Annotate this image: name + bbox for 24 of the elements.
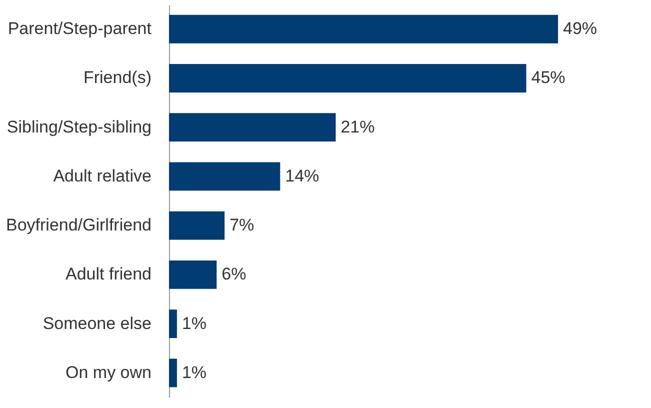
y-tick-label: Friend(s) bbox=[83, 68, 152, 88]
y-tick-label: Boyfriend/Girlfriend bbox=[6, 216, 152, 235]
bar bbox=[169, 211, 225, 240]
y-tick-label: Someone else bbox=[42, 314, 152, 333]
data-label: 45% bbox=[531, 68, 566, 88]
data-label: 14% bbox=[285, 166, 320, 186]
bar bbox=[169, 310, 177, 338]
y-tick-label: Parent/Step-parent bbox=[8, 19, 152, 38]
data-label: 1% bbox=[182, 314, 207, 333]
y-tick-label: Adult friend bbox=[66, 264, 152, 284]
data-label: 6% bbox=[222, 264, 246, 284]
data-label: 1% bbox=[182, 362, 207, 382]
y-tick-label: Adult relative bbox=[53, 166, 152, 186]
bar bbox=[169, 162, 280, 191]
bar bbox=[169, 64, 526, 92]
bar bbox=[169, 113, 336, 142]
data-label: 21% bbox=[340, 117, 375, 136]
y-tick-label: On my own bbox=[66, 362, 152, 382]
y-tick-label: Sibling/Step-sibling bbox=[6, 117, 152, 136]
bar bbox=[169, 358, 177, 388]
bar bbox=[169, 14, 558, 44]
bar bbox=[169, 260, 217, 289]
data-label: 7% bbox=[230, 216, 254, 235]
data-label: 49% bbox=[563, 19, 598, 38]
